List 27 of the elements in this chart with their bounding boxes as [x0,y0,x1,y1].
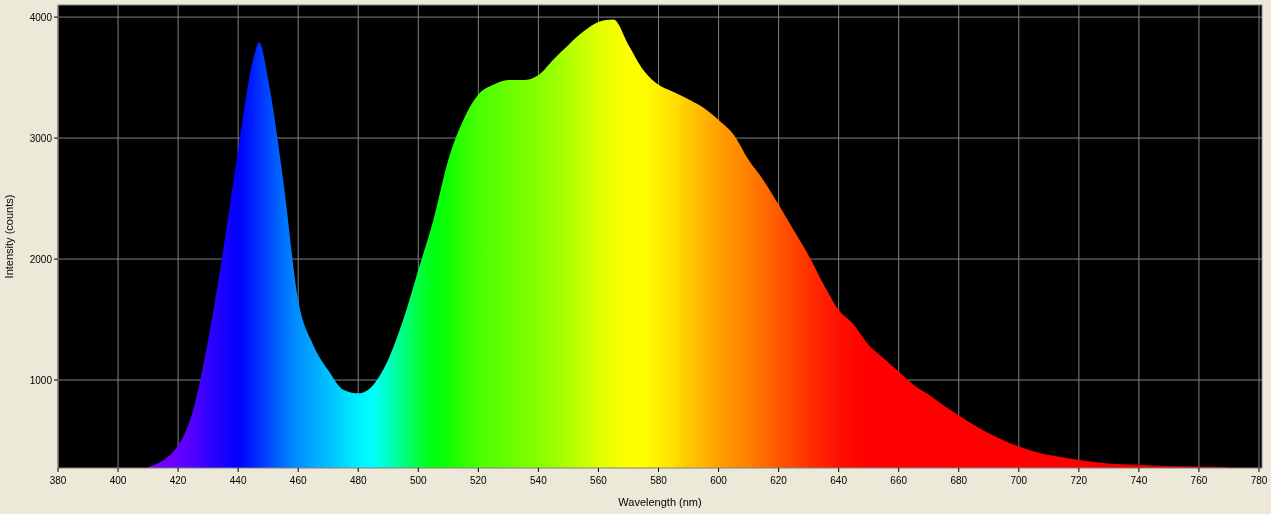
x-tick-label: 620 [770,475,788,486]
x-tick-label: 720 [1070,475,1088,486]
x-tick-label: 380 [49,475,67,486]
x-axis-title: Wavelength (nm) [618,496,702,508]
x-tick-label: 540 [530,475,548,486]
x-tick-label: 780 [1250,475,1268,486]
x-tick-label: 700 [1010,475,1028,486]
y-tick-label: 2000 [29,254,53,266]
y-tick-label: 3000 [29,133,53,145]
x-tick-label: 580 [650,475,668,486]
y-tick-label: 4000 [29,12,53,24]
x-tick-label: 520 [470,475,488,486]
x-tick-label: 760 [1190,475,1208,486]
x-tick-label: 660 [890,475,908,486]
x-tick-label: 600 [710,475,728,486]
x-tick-label: 440 [229,475,247,486]
y-axis-title: Intensity (counts) [3,194,15,279]
x-tick-label: 560 [590,475,608,486]
x-tick-label: 640 [830,475,848,486]
x-tick-label: 480 [349,475,368,486]
x-tick-label: 740 [1130,475,1148,486]
x-tick-label: 500 [409,475,428,486]
x-tick-label: 680 [950,475,968,486]
x-tick-label: 460 [289,475,307,486]
x-tick-label: 400 [109,475,127,486]
x-tick-label: 420 [169,475,187,486]
y-tick-label: 1000 [29,375,53,387]
